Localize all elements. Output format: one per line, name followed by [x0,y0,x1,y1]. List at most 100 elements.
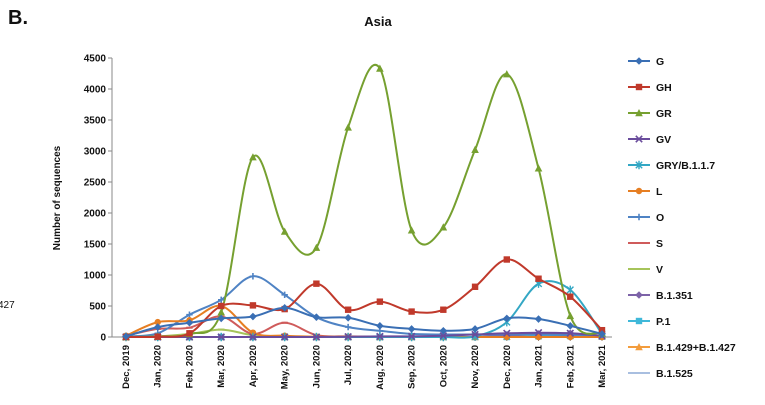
legend-swatch-marker [635,317,643,325]
series-gh [122,256,606,341]
data-point-gv [534,328,543,337]
legend-swatch-marker [635,160,643,170]
data-point-gv [471,330,479,339]
data-point-o [186,311,193,318]
x-tick-label: Apr, 2020 [248,345,259,387]
x-tick-label: Sep, 2020 [407,345,418,389]
x-tick-label: Oct, 2020 [438,345,449,387]
legend-item-b-1-351: B.1.351 [628,290,693,302]
data-point-gr [249,153,257,161]
data-point-g [503,314,511,323]
series-line-gv [125,331,603,339]
data-point-gh [408,308,415,315]
legend-label: V [656,264,663,276]
legend-item-gr: GR [628,108,672,120]
legend-swatch-marker [635,343,643,351]
data-point-gh [503,256,510,263]
data-point-gv [312,333,321,341]
x-tick-label: Dec, 2019 [121,345,132,389]
data-point-g [439,327,448,335]
data-point-gv [344,332,352,341]
legend-item-gry-b-1-1-7: GRY/B.1.1.7 [628,160,715,172]
legend-label: GR [656,108,672,120]
legend-label: O [656,212,664,224]
data-point-gv [280,333,289,341]
axes: 0 500 1000 1500 2000 2500 3000 3500 4000 4500 Dec,… [84,54,612,390]
data-point-gry-b-1-1-7 [566,285,574,295]
legend-label: G [656,56,664,68]
legend-swatch-marker [635,135,643,143]
data-point-gr [407,226,416,234]
legend-label: B.1.351 [656,290,693,302]
data-point-gh [313,280,320,287]
legend-label: GH [656,82,672,94]
legend-item-b-1-429-b-1-427: B.1.429+B.1.427 [628,342,736,354]
data-point-gr [439,223,448,231]
data-point-gh [186,330,193,337]
y-tick-label: 2500 [84,178,107,189]
x-tick-label: Jun, 2020 [311,345,322,388]
data-point-gh [218,302,225,310]
data-point-gv [249,333,257,341]
x-tick-label: Mar, 2020 [216,345,227,388]
data-point-o [249,273,257,280]
legend-label: L [656,186,663,198]
data-point-l [535,333,542,341]
x-tick-label: Jul, 2020 [343,345,354,385]
y-tick-label: 2000 [84,209,107,220]
legend-label: GRY/B.1.1.7 [656,160,715,172]
x-tick-label: Nov, 2020 [470,345,481,389]
edge-fragment-label: 427 [0,300,15,311]
data-point-gv [217,333,225,341]
data-point-gh [376,298,384,305]
data-point-g [280,304,289,312]
data-point-gr [312,243,321,251]
legend-item-p-1: P.1 [628,316,671,328]
legend-item-l: L [628,186,663,198]
data-point-gv [566,329,575,338]
data-point-gh [471,283,479,290]
legend-label: B.1.429+B.1.427 [656,342,736,354]
data-point-g [312,313,321,321]
series-layer [122,64,606,342]
data-point-gv [407,332,416,341]
data-point-g [344,313,352,322]
data-point-l [154,318,161,326]
x-tick-label: Aug, 2020 [375,345,386,390]
data-point-gh [535,275,542,282]
data-point-gr [376,64,384,72]
data-point-g [471,325,479,333]
legend-swatch-marker [635,213,643,221]
data-point-g [407,325,416,333]
y-tick-label: 4500 [84,54,107,65]
data-point-l [249,329,257,336]
data-point-o [344,323,352,331]
data-point-gr [471,145,479,153]
legend-swatch-marker [635,109,643,117]
data-point-gh [249,302,257,309]
legend-item-gh: GH [628,82,672,94]
data-point-g [598,330,606,338]
data-point-g [249,312,257,321]
legend-item-gv: GV [628,134,671,146]
legend-swatch-marker [635,187,643,195]
data-point-g [185,318,194,327]
legend-swatch-marker [635,83,643,91]
x-tick-label: Mar, 2021 [597,344,608,387]
legend-item-v: V [628,264,663,276]
legend-swatch-marker [635,57,643,65]
y-tick-label: 1500 [84,240,107,251]
y-tick-label: 1000 [84,271,107,282]
series-line-gr [125,64,603,338]
data-point-g [122,332,130,341]
data-point-g [566,322,575,330]
data-point-gv [376,332,384,341]
series-line-o [125,275,603,338]
series-g [122,304,606,341]
y-tick-label: 0 [100,333,106,344]
legend-item-o: O [628,212,664,224]
y-axis-label: Number of sequences [52,145,63,250]
legend-label: B.1.525 [656,368,693,380]
series-gr [122,64,606,341]
x-tick-label: Jan, 2020 [153,345,164,388]
